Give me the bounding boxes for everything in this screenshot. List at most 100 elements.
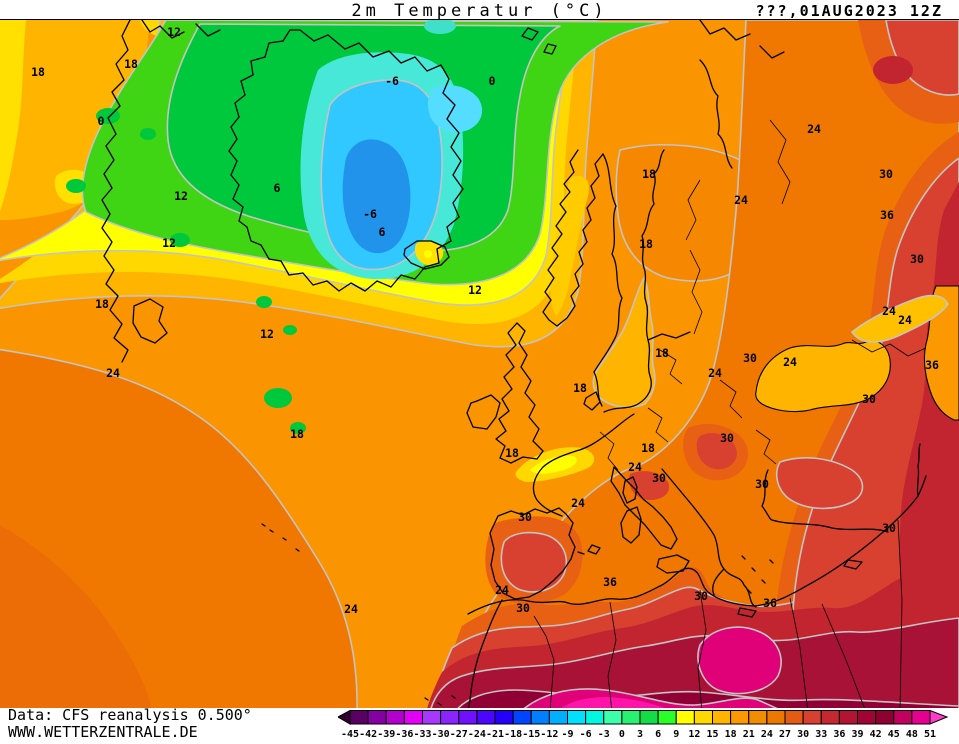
colorbar-segment	[911, 710, 931, 725]
colorbar-tick-label: -24	[468, 729, 486, 740]
colorbar-tick-label: -21	[486, 729, 504, 740]
contour-label-layer: 1812180121266-6-601212182418241818181818…	[31, 25, 939, 616]
colorbar-segment	[639, 710, 659, 725]
contour-label: 24	[106, 366, 120, 380]
country-borders	[533, 119, 927, 708]
contour-label: 36	[925, 358, 939, 372]
contour-label: 18	[290, 427, 304, 441]
colorbar-segment	[857, 710, 877, 725]
colorbar-segment	[784, 710, 804, 725]
colorbar-segment	[440, 710, 460, 725]
colorbar-segment	[693, 710, 713, 725]
contour-label: 18	[641, 441, 655, 455]
colorbar-segment	[422, 710, 442, 725]
temperature-map-canvas: 1812180121266-6-601212182418241818181818…	[0, 20, 959, 708]
contour-label: 36	[763, 596, 777, 610]
colorbar-tick-label: 27	[779, 729, 791, 740]
colorbar-tick-label: -27	[450, 729, 468, 740]
colorbar-tick-label: 9	[673, 729, 679, 740]
contour-label: 18	[31, 65, 45, 79]
contour-label: 0	[98, 114, 105, 128]
contour-label: 0	[489, 74, 496, 88]
contour-label: 30	[755, 477, 769, 491]
contour-label: 24	[734, 193, 748, 207]
contour-label: 18	[655, 346, 669, 360]
colorbar-segment	[476, 710, 496, 725]
colorbar-tick-label: -15	[522, 729, 540, 740]
colorbar-tick-label: 39	[851, 729, 863, 740]
colorbar-segment	[748, 710, 768, 725]
temperature-colorbar: -45 -42 -39 -36 -33 -30 -27 -24 -21 -18 -15 -12 -9 -6…	[336, 709, 959, 740]
colorbar-tick-label: -39	[377, 729, 395, 740]
contour-label: 30	[652, 471, 666, 485]
contour-label: 30	[694, 589, 708, 603]
colorbar-segment	[385, 710, 405, 725]
colorbar-segment	[820, 710, 840, 725]
contour-label: 18	[124, 57, 138, 71]
contour-label: 24	[628, 460, 642, 474]
run-timestamp: ???,01AUG2023 12Z	[755, 2, 943, 20]
colorbar-segment	[875, 710, 895, 725]
colorbar-tick-label: -18	[504, 729, 522, 740]
colorbar-tick-label: -6	[580, 729, 592, 740]
contour-label: 24	[571, 496, 585, 510]
colorbar-tick-label: -42	[359, 729, 377, 740]
colorbar-tick-label: -9	[561, 729, 573, 740]
contour-label: -6	[363, 207, 377, 221]
colorbar-tick-label: 42	[870, 729, 882, 740]
colorbar-tick-label: 51	[924, 729, 936, 740]
colorbar-tick-label: 6	[655, 729, 661, 740]
contour-label: 30	[910, 252, 924, 266]
colorbar-tick-label: 48	[906, 729, 918, 740]
contour-label: 30	[879, 167, 893, 181]
contour-label: 30	[516, 601, 530, 615]
colorbar-segment	[621, 710, 641, 725]
colorbar-arrow-left	[336, 709, 351, 725]
colorbar-segment	[585, 710, 605, 725]
contour-label: 24	[495, 583, 509, 597]
colorbar-tick-label: -36	[395, 729, 413, 740]
colorbar-segment	[893, 710, 913, 725]
contour-label: 24	[708, 366, 722, 380]
colorbar-segment	[657, 710, 677, 725]
contour-label: 12	[174, 189, 188, 203]
colorbar-tick-label: 21	[743, 729, 755, 740]
contour-label: 24	[783, 355, 797, 369]
colorbar-tick-label: -33	[413, 729, 431, 740]
colorbar-segment	[548, 710, 568, 725]
colorbar-segment	[494, 710, 514, 725]
temperature-map: 18 12 18 0 12 12 6 6 -6 -6 0 12 12 18 24 18 24 18 18 18 18 18…	[0, 19, 959, 708]
contour-label: 18	[642, 167, 656, 181]
coastlines	[101, 20, 927, 708]
contour-label: 30	[518, 510, 532, 524]
colorbar-tick-label: 15	[706, 729, 718, 740]
colorbar-segment	[838, 710, 858, 725]
colorbar-tick-label: 0	[619, 729, 625, 740]
colorbar-segment	[802, 710, 822, 725]
colorbar-tick-label: 33	[815, 729, 827, 740]
colorbar-tick-label: 45	[888, 729, 900, 740]
contour-label: 12	[167, 25, 181, 39]
contour-label: 24	[807, 122, 821, 136]
colorbar-tick-label: 3	[637, 729, 643, 740]
colorbar-tick-label: -45	[341, 729, 359, 740]
contour-label: 18	[639, 237, 653, 251]
contour-label: 18	[95, 297, 109, 311]
contour-label: -6	[385, 74, 399, 88]
contour-label: 24	[344, 602, 358, 616]
colorbar-segment	[730, 710, 750, 725]
data-source-label: Data: CFS reanalysis 0.500°	[8, 706, 252, 724]
colorbar-arrow-right	[929, 709, 949, 725]
contour-label: 30	[862, 392, 876, 406]
contour-label: 24	[898, 313, 912, 327]
contour-label: 30	[743, 351, 757, 365]
colorbar-svg: -45 -42 -39 -36 -33 -30 -27 -24 -21 -18 -15 -12 -9 -6…	[336, 709, 949, 740]
contour-label: 12	[468, 283, 482, 297]
contour-label: 30	[882, 521, 896, 535]
colorbar-segment	[675, 710, 695, 725]
colorbar-segment	[349, 710, 369, 725]
website-label: WWW.WETTERZENTRALE.DE	[8, 723, 198, 741]
colorbar-tick-label: 18	[725, 729, 737, 740]
contour-label: 36	[603, 575, 617, 589]
